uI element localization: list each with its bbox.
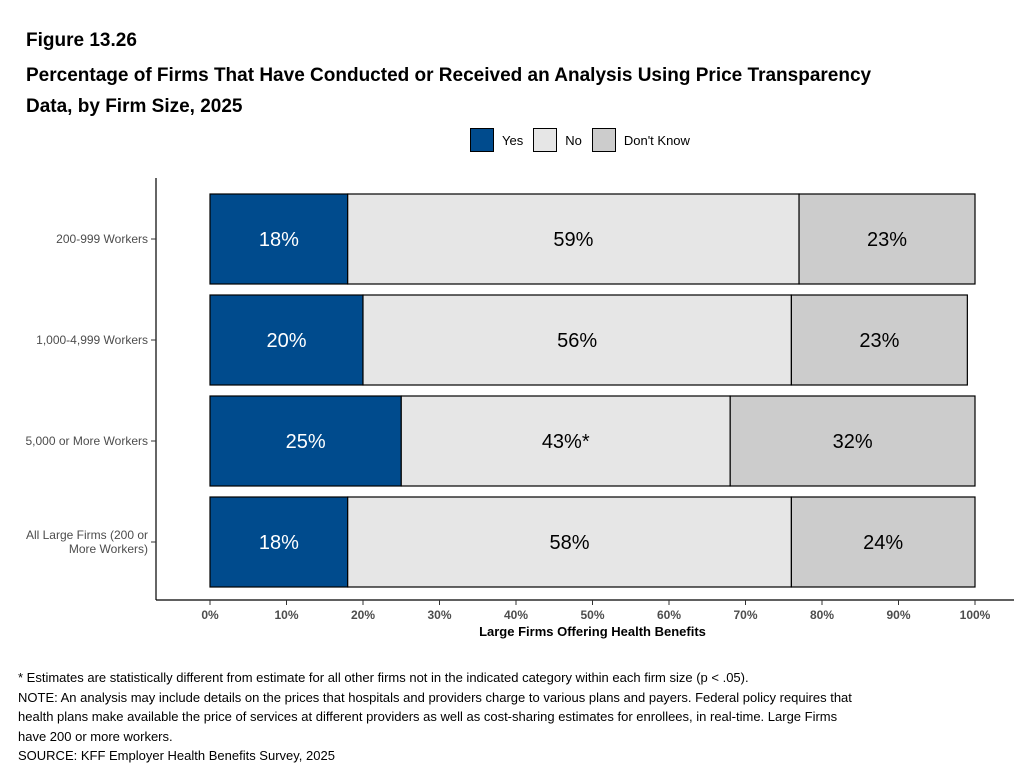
data-label-yes: 25% (286, 431, 326, 453)
bar-segment-dont-know (729, 395, 976, 487)
bar-segment-yes (209, 496, 349, 588)
x-tick-label: 20% (351, 608, 375, 622)
x-tick-label: 70% (733, 608, 757, 622)
x-tick-label: 40% (504, 608, 528, 622)
data-label-no: 58% (550, 532, 590, 554)
source-note: SOURCE: KFF Employer Health Benefits Sur… (18, 748, 335, 763)
bar-segment-no (347, 496, 793, 588)
x-tick-label: 90% (886, 608, 910, 622)
chart-legend: Yes No Don't Know (470, 127, 700, 153)
data-label-yes: 18% (259, 532, 299, 554)
data-label-yes: 18% (259, 229, 299, 251)
note-line-2: health plans make available the price of… (18, 709, 838, 724)
x-tick-label: 10% (274, 608, 298, 622)
chart-title-line-2: Data, by Firm Size, 2025 (26, 96, 243, 117)
data-label-dont-know: 32% (833, 431, 873, 453)
x-tick-label: 100% (960, 608, 991, 622)
chart-notes: * Estimates are statistically different … (18, 668, 1008, 766)
legend-label-yes: Yes (502, 132, 524, 148)
category-label: 5,000 or More Workers (26, 434, 149, 448)
x-tick-label: 0% (201, 608, 219, 622)
bar-segment-dont-know (790, 496, 976, 588)
bar-segment-no (400, 395, 731, 487)
bar-segment-no (362, 294, 792, 386)
data-label-yes: 20% (266, 330, 306, 352)
category-label: 200-999 Workers (56, 232, 148, 246)
legend-swatch-yes (470, 128, 494, 152)
category-label: All Large Firms (200 or (26, 528, 148, 542)
data-label-dont-know: 23% (867, 229, 907, 251)
bar-segment-dont-know (798, 193, 976, 285)
x-axis-title: Large Firms Offering Health Benefits (479, 624, 706, 639)
figure-label: Figure 13.26 (26, 30, 137, 51)
legend-item-no: No (533, 128, 582, 152)
data-label-no: 43%* (542, 431, 590, 453)
note-line-1: NOTE: An analysis may include details on… (18, 689, 852, 705)
bar-segment-yes (209, 193, 349, 285)
bar-segment-yes (209, 294, 364, 386)
data-label-dont-know: 24% (863, 532, 903, 554)
legend-swatch-no (533, 128, 558, 152)
chart-title-line-1: Percentage of Firms That Have Conducted … (26, 65, 872, 86)
category-label: 1,000-4,999 Workers (36, 333, 148, 347)
x-tick-label: 50% (580, 608, 604, 622)
legend-swatch-dont-know (591, 128, 616, 152)
bar-segment-dont-know (790, 294, 968, 386)
bar-segment-yes (209, 395, 402, 487)
legend-item-dont-know: Don't Know (591, 128, 690, 152)
legend-label-dont-know: Don't Know (623, 132, 690, 148)
data-label-no: 59% (553, 229, 593, 251)
chart-title: Percentage of Firms That Have Conducted … (26, 60, 1006, 122)
note-line-3: have 200 or more workers. (18, 728, 173, 744)
category-label: More Workers) (69, 542, 148, 556)
data-label-no: 56% (557, 330, 597, 352)
stacked-bar-chart: 0% 10% 20% 30% 40% 50% 60% 70% 80% 90% 100% Large F… (26, 178, 1014, 639)
data-label-dont-know: 23% (859, 330, 899, 352)
x-tick-label: 80% (810, 608, 834, 622)
x-tick-label: 60% (657, 608, 681, 622)
legend-label-no: No (565, 132, 582, 148)
x-tick-label: 30% (427, 608, 451, 622)
legend-item-yes: Yes (470, 128, 523, 152)
footnote: * Estimates are statistically different … (18, 670, 749, 685)
